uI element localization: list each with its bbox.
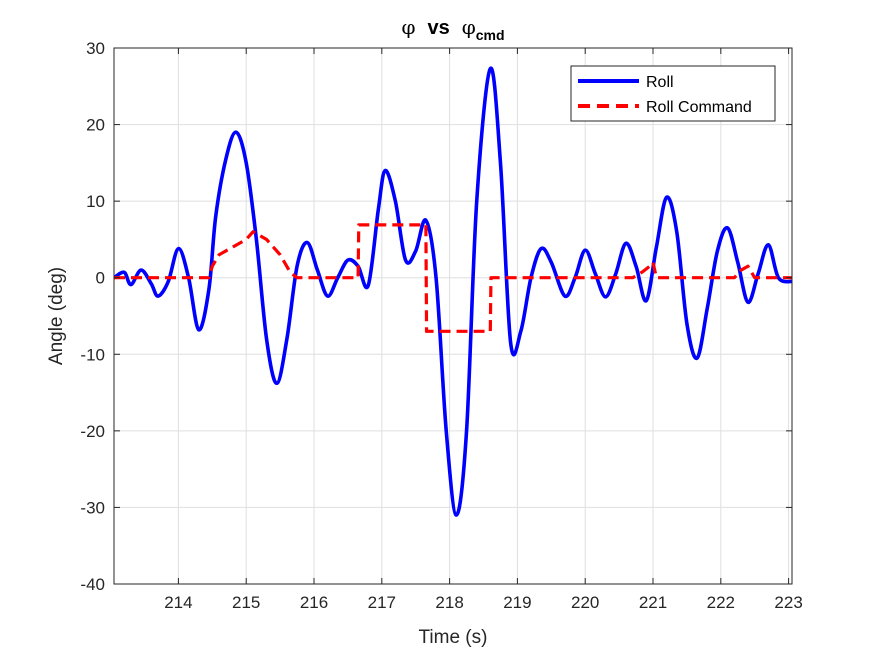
y-tick-label: -10 [80,345,105,364]
series-line-roll-command [114,223,792,333]
x-tick-label: 219 [503,593,531,612]
series-line-roll [114,66,792,517]
series-lines [114,66,792,517]
x-tick-label: 222 [707,593,735,612]
y-axis-label: Angle (deg) [46,267,67,365]
x-tick-label: 217 [368,593,396,612]
x-tick-label: 216 [300,593,328,612]
title-subscript: cmd [476,27,505,43]
y-tick-label: 10 [86,192,105,211]
y-tick-label: 0 [96,269,105,288]
title-vs: vs [427,17,449,39]
legend-label-roll-command: Roll Command [646,99,752,116]
x-tick-label: 223 [774,593,802,612]
legend-label-roll: Roll [646,74,674,91]
x-tick-label: 215 [232,593,260,612]
y-tick-label: 30 [86,39,105,58]
y-tick-label: -20 [80,422,105,441]
y-tick-label: -30 [80,498,105,517]
chart-title: φ vs φcmd [401,15,504,43]
x-tick-label: 220 [571,593,599,612]
y-tick-label: 20 [86,116,105,135]
legend-box [570,65,776,122]
title-symbol-cmd: φ [462,15,476,39]
x-tick-label: 214 [164,593,192,612]
axes-box [113,47,793,585]
x-tick-label: 221 [639,593,667,612]
ticks: 214 215 216 217 218 219 220 221 222 223 -40 -30 -20 -… [80,39,802,612]
y-tick-label: -40 [80,575,105,594]
x-tick-label: 218 [435,593,463,612]
x-axis-label: Time (s) [419,627,488,648]
title-symbol: φ [401,15,415,39]
legend: Roll Roll Command [570,65,776,122]
